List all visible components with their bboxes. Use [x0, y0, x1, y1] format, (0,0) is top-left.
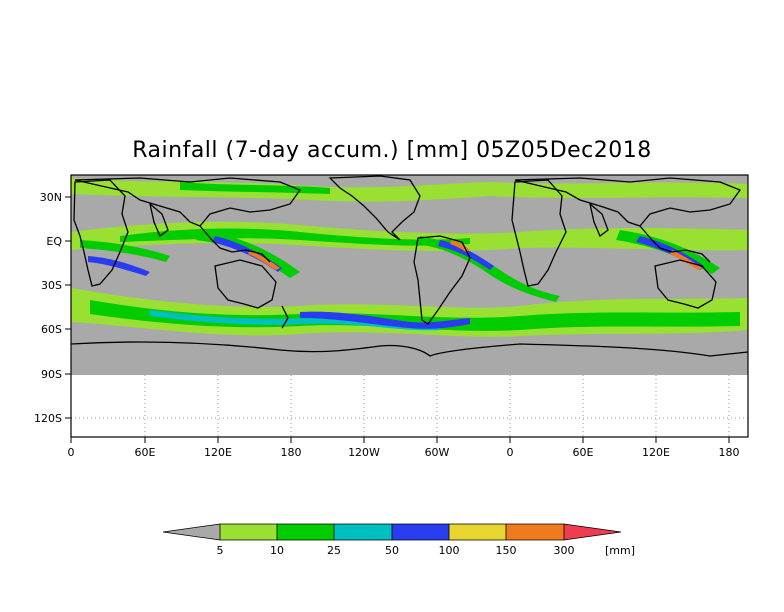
legend-label: 25: [327, 544, 341, 557]
x-tick-label: 120W: [348, 446, 380, 459]
color-legend: 5 10 25 50 100 150 300 [mm]: [162, 523, 635, 557]
coastlines: [71, 175, 748, 357]
plot-frame: [70, 174, 749, 438]
y-tick-label: 90S: [41, 368, 62, 381]
legend-label: 50: [385, 544, 399, 557]
legend-swatch: [392, 524, 449, 540]
legend-swatch-under: [163, 524, 220, 540]
x-tick-label: 60E: [135, 446, 156, 459]
x-tick-label: 120E: [642, 446, 670, 459]
y-tick-label: 30N: [40, 191, 62, 204]
x-tick-label: 180: [719, 446, 740, 459]
y-tick-label: EQ: [46, 235, 62, 248]
legend-swatch: [449, 524, 506, 540]
legend-swatch: [277, 524, 334, 540]
x-tick-marks: [70, 437, 730, 443]
legend-unit: [mm]: [605, 544, 635, 557]
legend-label: 150: [496, 544, 517, 557]
legend-swatch: [220, 524, 277, 540]
map-title: Rainfall (7-day accum.) [mm] 05Z05Dec201…: [132, 138, 652, 163]
x-tick-label: 0: [507, 446, 514, 459]
y-tick-marks: [65, 196, 71, 419]
legend-label: 100: [439, 544, 460, 557]
x-tick-label: 60E: [573, 446, 594, 459]
y-tick-label: 30S: [41, 279, 62, 292]
gridlines: [71, 375, 748, 437]
y-tick-label: 120S: [34, 412, 62, 425]
x-tick-labels: 0 60E 120E 180 120W 60W 0 60E 120E 180: [68, 446, 740, 459]
y-tick-label: 60S: [41, 323, 62, 336]
legend-label: 5: [217, 544, 224, 557]
legend-swatch: [334, 524, 392, 540]
legend-swatch: [506, 524, 564, 540]
x-tick-label: 180: [281, 446, 302, 459]
y-tick-labels: 30N EQ 30S 60S 90S 120S: [34, 191, 62, 425]
legend-label: 300: [554, 544, 575, 557]
legend-label: 10: [270, 544, 284, 557]
rain-field: [71, 178, 748, 375]
x-tick-label: 60W: [425, 446, 450, 459]
x-tick-label: 0: [68, 446, 75, 459]
data-region: [71, 175, 748, 375]
x-tick-label: 120E: [204, 446, 232, 459]
legend-swatch-over: [564, 524, 621, 540]
